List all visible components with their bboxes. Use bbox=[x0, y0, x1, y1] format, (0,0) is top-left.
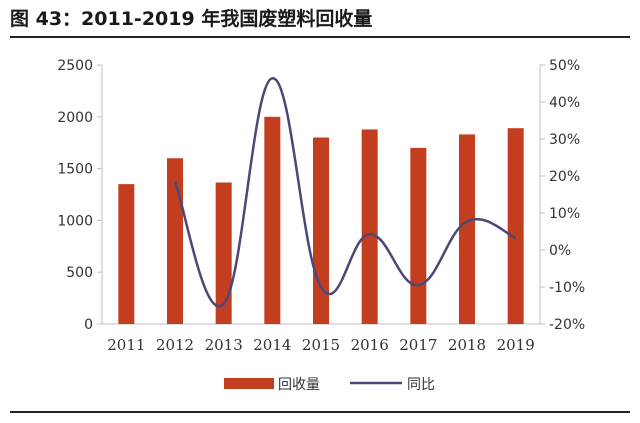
bar-2018 bbox=[459, 134, 475, 324]
x-tick-label: 2012 bbox=[156, 336, 194, 354]
right-tick-label: 40% bbox=[549, 95, 580, 111]
left-tick-label: 500 bbox=[66, 265, 93, 281]
x-tick-label: 2014 bbox=[253, 336, 291, 354]
bar-2012 bbox=[167, 158, 183, 324]
right-tick-label: 20% bbox=[549, 169, 580, 185]
title-rule bbox=[10, 36, 630, 38]
x-tick-label: 2013 bbox=[205, 336, 243, 354]
legend-bar-swatch bbox=[224, 378, 274, 389]
bar-2013 bbox=[215, 182, 232, 324]
x-tick-label: 2015 bbox=[302, 336, 340, 354]
legend-line-label: 同比 bbox=[407, 377, 435, 393]
legend: 回收量 同比 bbox=[224, 377, 435, 393]
bar-2011 bbox=[118, 184, 135, 324]
left-tick-label: 1000 bbox=[57, 213, 93, 229]
right-tick-label: 50% bbox=[549, 58, 580, 74]
figure-title: 图 43：2011-2019 年我国废塑料回收量 bbox=[10, 8, 373, 30]
yoy-line bbox=[173, 77, 517, 308]
left-tick-label: 0 bbox=[84, 317, 93, 333]
x-tick-label: 2019 bbox=[497, 336, 535, 354]
left-tick-label: 2000 bbox=[57, 110, 93, 126]
legend-bar-label: 回收量 bbox=[278, 377, 320, 393]
right-tick-label: 0% bbox=[549, 243, 571, 259]
bar-2015 bbox=[313, 137, 329, 324]
bar-2016 bbox=[361, 129, 378, 324]
bar-2017 bbox=[410, 147, 427, 324]
bar-2019 bbox=[507, 128, 524, 324]
left-tick-label: 1500 bbox=[57, 162, 93, 178]
right-tick-label: -20% bbox=[549, 317, 585, 333]
x-tick-label: 2016 bbox=[351, 336, 389, 354]
right-tick-label: 10% bbox=[549, 206, 580, 222]
x-tick-label: 2011 bbox=[107, 336, 145, 354]
right-tick-label: 30% bbox=[549, 132, 580, 148]
bar-series bbox=[118, 116, 524, 324]
left-axis-ticks: 0 500 1000 1500 2000 2500 bbox=[57, 58, 102, 333]
left-tick-label: 2500 bbox=[57, 58, 93, 74]
bar-2014 bbox=[264, 116, 281, 324]
bottom-rule bbox=[10, 411, 630, 413]
right-axis-ticks: -20% -10% 0% 10% 20% 30% 40% 50% bbox=[540, 58, 585, 333]
right-tick-label: -10% bbox=[549, 280, 585, 296]
x-axis-ticks: 2011 2012 2013 2014 2015 2016 2017 2018 2019 bbox=[107, 336, 535, 354]
line-series bbox=[173, 77, 517, 308]
x-tick-label: 2017 bbox=[399, 336, 437, 354]
x-tick-label: 2018 bbox=[448, 336, 486, 354]
